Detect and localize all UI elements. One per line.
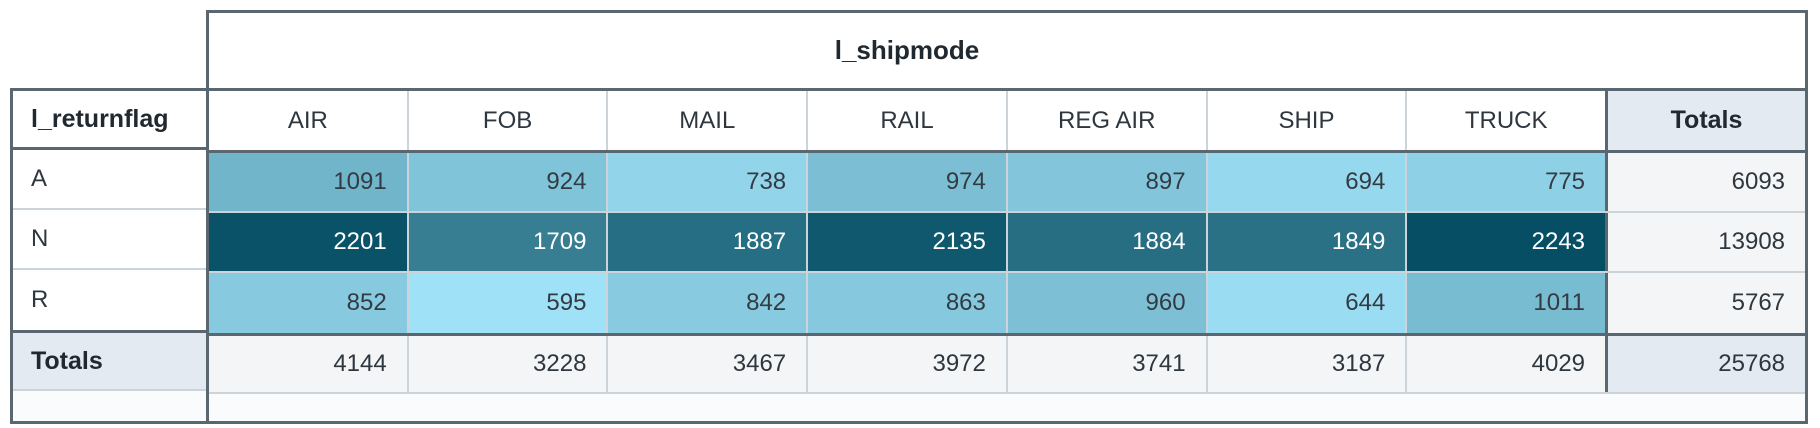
row-label-r: R — [31, 286, 49, 313]
row-label-a: A — [31, 165, 48, 192]
bottom-strip-main — [209, 394, 1805, 421]
cell-n-mail[interactable]: 1887 — [606, 213, 807, 271]
cell-n-air[interactable]: 2201 — [209, 213, 407, 271]
matrix-panel: l_shipmode AIR FOB MAIL RAIL REG AIR SHI… — [206, 10, 1808, 424]
column-dimension-header-row: l_shipmode — [209, 13, 1805, 91]
row-total-n: 13908 — [1605, 213, 1806, 271]
column-total-ship: 3187 — [1205, 336, 1406, 392]
column-total-truck: 4029 — [1405, 336, 1606, 392]
cell-r-air[interactable]: 852 — [209, 273, 407, 333]
cell-n-truck[interactable]: 2243 — [1405, 213, 1606, 271]
cell-r-truck[interactable]: 1011 — [1405, 273, 1606, 333]
data-row-a: 1091 924 738 974 897 694 775 6093 — [209, 153, 1806, 213]
totals-row-label: Totals — [31, 346, 103, 375]
cell-n-rail[interactable]: 2135 — [806, 213, 1006, 271]
cell-a-reg-air[interactable]: 897 — [1005, 153, 1206, 211]
cell-n-reg-air[interactable]: 1884 — [1005, 213, 1206, 271]
column-total-fob: 3228 — [406, 336, 607, 392]
cell-a-rail[interactable]: 974 — [806, 153, 1006, 211]
row-header-panel: l_returnflag A N R Totals — [10, 88, 206, 424]
row-label-n: N — [31, 225, 49, 252]
column-header-reg-air: REG AIR — [1005, 91, 1206, 150]
cell-a-air[interactable]: 1091 — [209, 153, 407, 211]
row-total-a: 6093 — [1605, 153, 1806, 211]
column-header-rail: RAIL — [806, 91, 1006, 150]
column-total-air: 4144 — [209, 336, 407, 392]
column-header-mail: MAIL — [606, 91, 806, 150]
data-row-n: 2201 1709 1887 2135 1884 1849 2243 13908 — [209, 213, 1806, 273]
cell-r-rail[interactable]: 863 — [806, 273, 1006, 333]
column-header-air: AIR — [287, 106, 328, 134]
column-header-row: AIR FOB MAIL RAIL REG AIR SHIP TRUCK Tot… — [209, 91, 1806, 153]
column-header-truck: TRUCK — [1405, 91, 1605, 150]
cell-a-ship[interactable]: 694 — [1205, 153, 1406, 211]
cell-r-ship[interactable]: 644 — [1205, 273, 1406, 333]
cell-a-truck[interactable]: 775 — [1405, 153, 1606, 211]
cell-n-ship[interactable]: 1849 — [1205, 213, 1406, 271]
column-totals-row: 4144 3228 3467 3972 3741 3187 4029 25768 — [209, 333, 1806, 394]
column-dimension-header: l_shipmode — [834, 35, 980, 65]
cell-n-fob[interactable]: 1709 — [406, 213, 607, 271]
row-dimension-header: l_returnflag — [31, 104, 169, 133]
cell-a-mail[interactable]: 738 — [606, 153, 807, 211]
column-total-mail: 3467 — [606, 336, 807, 392]
cell-a-fob[interactable]: 924 — [406, 153, 607, 211]
row-total-r: 5767 — [1605, 273, 1806, 333]
cell-r-mail[interactable]: 842 — [606, 273, 807, 333]
totals-column-header: Totals — [1605, 91, 1806, 150]
column-header-ship: SHIP — [1205, 91, 1406, 150]
column-total-reg-air: 3741 — [1005, 336, 1206, 392]
column-header-fob: FOB — [406, 91, 607, 150]
cell-r-fob[interactable]: 595 — [406, 273, 607, 333]
bottom-strip-left — [13, 391, 206, 421]
grand-total: 25768 — [1605, 336, 1806, 392]
cell-r-reg-air[interactable]: 960 — [1005, 273, 1206, 333]
column-total-rail: 3972 — [806, 336, 1006, 392]
data-row-r: 852 595 842 863 960 644 1011 5767 — [209, 273, 1806, 333]
